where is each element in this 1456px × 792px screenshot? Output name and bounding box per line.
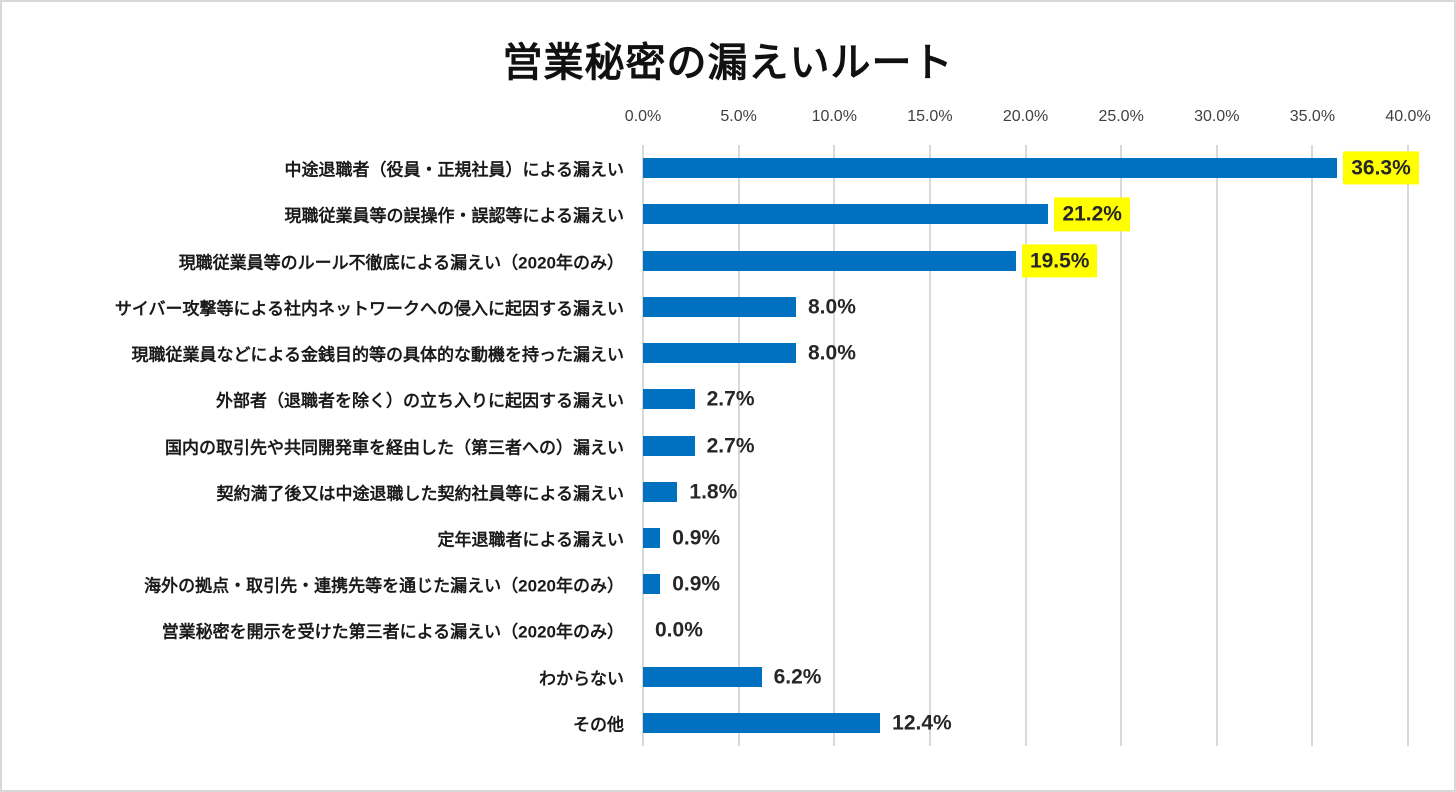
x-tick-label: 30.0%: [1194, 108, 1240, 125]
value-label: 8.0%: [808, 341, 856, 365]
gridline: [737, 145, 740, 746]
gridline: [1120, 145, 1123, 746]
bar: [643, 481, 678, 502]
category-label: 現職従業員等のルール不徹底による漏えい（2020年のみ）: [178, 253, 624, 273]
category-label: 外部者（退職者を除く）の立ち入りに起因する漏えい: [216, 391, 624, 411]
gridline: [1407, 145, 1409, 746]
category-label: その他: [573, 715, 624, 735]
gridline: [928, 145, 931, 746]
value-label-highlighted: 36.3%: [1343, 151, 1419, 185]
value-label: 0.9%: [672, 572, 721, 596]
x-tick-label: 20.0%: [1002, 108, 1049, 125]
bar: [643, 574, 661, 595]
bar: [643, 343, 796, 364]
value-label: 2.7%: [706, 387, 755, 411]
chart-title: 営業秘密の漏えいルート: [502, 41, 954, 85]
x-tick-label: 0.0%: [624, 108, 662, 125]
category-label: 現職従業員等の誤操作・誤認等による漏えい: [284, 206, 625, 226]
category-label: サイバー攻撃等による社内ネットワークへの侵入に起因する漏えい: [114, 299, 624, 319]
bar: [643, 666, 762, 687]
gridline: [1311, 145, 1314, 746]
value-label: 1.8%: [689, 480, 738, 504]
gridline: [1215, 145, 1218, 746]
bar: [643, 296, 796, 317]
category-label: 定年退職者による漏えい: [437, 530, 625, 550]
x-tick-label: 10.0%: [811, 108, 857, 125]
x-tick-label: 15.0%: [907, 108, 953, 125]
category-label: 中途退職者（役員・正規社員）による漏えい: [284, 160, 625, 180]
value-label: 8.0%: [808, 295, 856, 319]
bar: [643, 158, 1338, 179]
category-label: 営業秘密を開示を受けた第三者による漏えい（2020年のみ）: [161, 622, 624, 642]
bar: [643, 250, 1016, 271]
category-label: 契約満了後又は中途退職した契約社員等による漏えい: [216, 484, 625, 504]
gridline: [1024, 145, 1027, 746]
bar: [643, 204, 1049, 225]
category-label: 海外の拠点・取引先・連携先等を通じた漏えい（2020年のみ）: [144, 576, 624, 596]
x-tick-label: 5.0%: [720, 108, 757, 125]
gridline: [833, 145, 836, 746]
value-label-highlighted: 19.5%: [1021, 243, 1098, 278]
value-label: 0.9%: [672, 526, 721, 550]
x-tick-label: 35.0%: [1289, 108, 1336, 125]
value-label: 12.4%: [892, 711, 952, 735]
value-label: 2.7%: [706, 433, 755, 457]
value-label: 0.0%: [655, 618, 703, 642]
category-label: 国内の取引先や共同開発車を経由した（第三者への）漏えい: [165, 438, 624, 457]
x-tick-label: 40.0%: [1385, 108, 1431, 125]
bar: [643, 712, 881, 733]
category-label: わからない: [539, 669, 624, 689]
category-label: 現職従業員などによる金銭目的等の具体的な動機を持った漏えい: [131, 345, 625, 365]
value-label: 6.2%: [773, 665, 822, 689]
bar: [643, 435, 695, 456]
bar: [643, 389, 695, 410]
x-tick-label: 25.0%: [1098, 108, 1144, 125]
value-label-highlighted: 21.2%: [1054, 197, 1130, 231]
bar: [643, 527, 661, 548]
